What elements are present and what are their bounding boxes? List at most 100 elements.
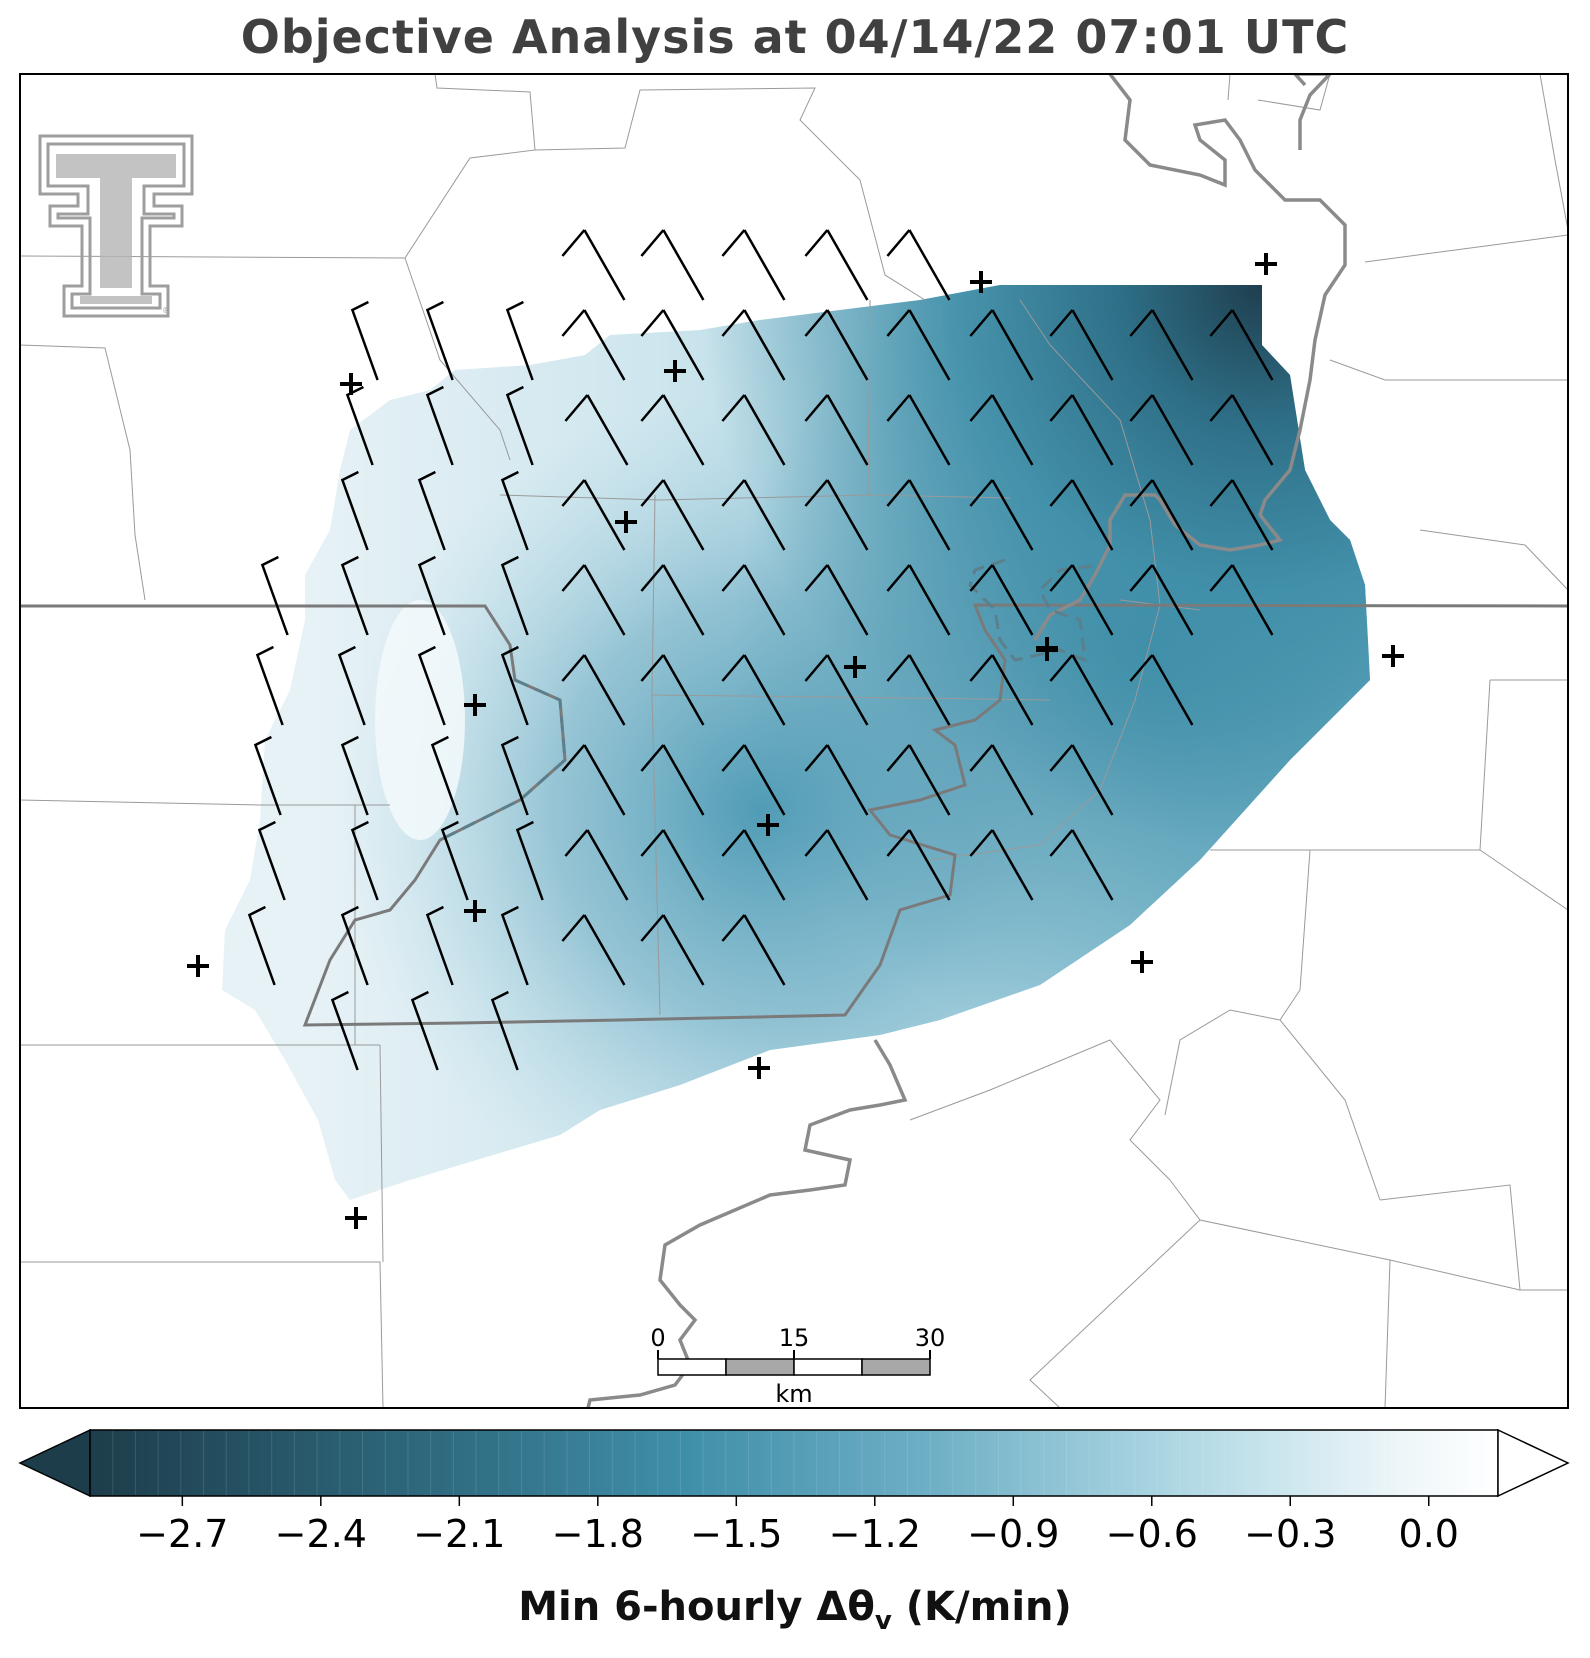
wind-barb (1129, 564, 1194, 636)
scale-bar: 0 15 30 km (650, 1324, 945, 1408)
station-marker (844, 656, 866, 678)
colorbar-tick-label: −1.8 (552, 1512, 644, 1556)
wind-barb (345, 385, 374, 466)
wind-barb (564, 394, 629, 466)
wind-barb (340, 470, 369, 551)
wind-barb (1049, 829, 1114, 901)
wind-barb (561, 564, 626, 636)
wind-barb (253, 735, 282, 816)
wind-barb (969, 829, 1034, 901)
wind-barb (505, 300, 534, 381)
station-marker (1382, 645, 1404, 667)
wind-barb (969, 564, 1034, 636)
wind-barb (1209, 394, 1274, 466)
svg-text:®: ® (162, 306, 170, 315)
wind-barb (561, 309, 626, 381)
wind-barb (561, 229, 626, 301)
station-marker (757, 814, 779, 836)
wind-barb (969, 309, 1034, 381)
colorbar-bar (89, 1429, 1499, 1497)
colorbar-tick-label: −2.1 (413, 1512, 505, 1556)
wind-barb (886, 479, 951, 551)
wind-barb (640, 914, 705, 986)
station-marker (615, 511, 637, 533)
wind-barb (564, 829, 629, 901)
station-marker (464, 694, 486, 716)
wind-barb (337, 645, 366, 726)
wind-barb (500, 905, 529, 986)
wind-barb (500, 735, 529, 816)
wind-barb (247, 905, 276, 986)
colorbar-label-main: Min 6-hourly Δθ (518, 1584, 875, 1630)
colorbar-label: Min 6-hourly Δθv (K/min) (0, 1584, 1590, 1636)
wind-barb (417, 470, 446, 551)
colorbar-label-units: (K/min) (891, 1584, 1072, 1630)
wind-barb (804, 309, 869, 381)
wind-barb (969, 394, 1034, 466)
station-markers (187, 253, 1404, 1229)
station-marker (345, 1207, 367, 1229)
wind-barb (721, 654, 786, 726)
wind-barb (640, 309, 705, 381)
wind-barb (1049, 564, 1114, 636)
wind-barb (1209, 479, 1274, 551)
wind-barb (886, 309, 951, 381)
wind-barb (1049, 479, 1114, 551)
wind-barb (430, 735, 459, 816)
wind-barb (1049, 309, 1114, 381)
wind-barb (886, 744, 951, 816)
wind-barb (969, 479, 1034, 551)
colorbar-label-sub: v (874, 1606, 892, 1636)
wind-barb (804, 229, 869, 301)
wind-barb (969, 744, 1034, 816)
wind-barb (257, 820, 286, 901)
station-marker (1036, 637, 1058, 659)
wind-barb (330, 990, 359, 1071)
wind-barb (417, 645, 446, 726)
wind-barb (1209, 309, 1274, 381)
wind-barb (1049, 394, 1114, 466)
wind-barb (804, 479, 869, 551)
wind-barb (721, 914, 786, 986)
wind-barb (721, 829, 786, 901)
colorbar-tick-label: −2.7 (136, 1512, 228, 1556)
wind-barb (1129, 479, 1194, 551)
colorbar-tick-label: −1.5 (690, 1512, 782, 1556)
wind-barb (500, 470, 529, 551)
wind-barb (1209, 564, 1274, 636)
wind-barb (804, 829, 869, 901)
wind-barb (340, 905, 369, 986)
wind-barb (500, 645, 529, 726)
station-marker (748, 1057, 770, 1079)
scale-bar-segment-4 (861, 1358, 931, 1376)
analysis-field (222, 285, 1370, 1200)
wind-barb (640, 479, 705, 551)
colorbar-tick-label: −0.9 (967, 1512, 1059, 1556)
wind-barb (804, 564, 869, 636)
wind-barbs (247, 229, 1274, 1071)
wind-barb (561, 744, 626, 816)
wind-barb (640, 229, 705, 301)
wind-barb (260, 555, 289, 636)
colorbar-ticks: −2.7 −2.4 −2.1 −1.8 −1.5 −1.2 −0.9 −0.6 −0.3 0.0 (136, 1496, 1459, 1556)
wind-barb (515, 820, 544, 901)
wind-barb (1129, 654, 1194, 726)
wind-barb (721, 394, 786, 466)
wind-barb (886, 654, 951, 726)
scale-unit: km (775, 1380, 812, 1408)
wind-barb (640, 744, 705, 816)
wind-barb (721, 309, 786, 381)
texas-tech-double-t-logo: ® (38, 134, 194, 318)
wind-barb (640, 564, 705, 636)
wind-barb (425, 300, 454, 381)
wind-barb (640, 394, 705, 466)
wind-barb (886, 394, 951, 466)
wind-barb (1129, 394, 1194, 466)
wind-barb (721, 744, 786, 816)
wind-barb (425, 905, 454, 986)
wind-barb (886, 829, 951, 901)
wind-barb (1049, 654, 1114, 726)
wind-barb (886, 229, 951, 301)
